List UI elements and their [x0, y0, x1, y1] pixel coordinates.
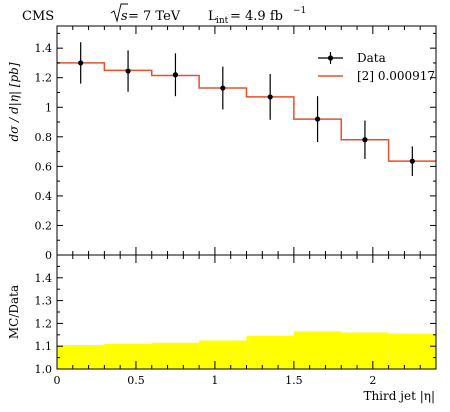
data-point: [172, 72, 179, 78]
main-y-tick-label: 1: [45, 101, 52, 114]
lumi-exponent: −1: [293, 6, 306, 16]
ratio-band-bin: [293, 331, 342, 369]
data-point: [409, 158, 415, 164]
ratio-band-bin: [246, 335, 294, 369]
energy-s: s: [121, 9, 128, 24]
x-tick-label: 0.5: [127, 374, 145, 387]
lumi-label: L int = 4.9 fb −1: [208, 6, 306, 26]
ratio-band-bin: [199, 340, 247, 369]
ratio-y-tick-label: 1.0: [35, 363, 53, 376]
data-point: [78, 60, 84, 66]
ratio-y-tick-label: 1.2: [35, 317, 53, 330]
main-y-tick-label: 0.8: [35, 131, 53, 144]
ratio-band-bin: [341, 332, 389, 369]
data-point: [220, 85, 226, 91]
lumi-symbol: L: [208, 9, 217, 24]
main-y-tick-label: 0.6: [35, 160, 53, 173]
legend: Data [2] 0.000917: [318, 51, 435, 83]
legend-data-label: Data: [357, 51, 386, 65]
lumi-subscript: int: [216, 16, 229, 26]
data-point: [267, 94, 273, 100]
x-tick-label: 1.5: [285, 374, 303, 387]
ratio-band-bin: [57, 345, 105, 369]
ratio-y-tick-label: 1.1: [35, 340, 53, 353]
legend-mc-label: [2] 0.000917: [357, 69, 435, 83]
lumi-value: = 4.9 fb: [230, 9, 283, 24]
main-panel: 0 0.2 0.4 0.6 0.8 1 1.2 1.4: [35, 25, 437, 262]
ratio-band-bin: [104, 343, 152, 369]
main-y-tick-label: 0: [45, 249, 52, 262]
x-tick-label: 0: [54, 374, 61, 387]
ratio-panel: 0 0.5 1 1.5 2 1.0 1.1 1.2 1.3 1.4: [35, 254, 437, 387]
experiment-label: CMS: [22, 9, 54, 24]
ratio-y-tick-label: 1.3: [35, 295, 53, 308]
ratio-y-tick-label: 1.4: [35, 272, 53, 285]
energy-value: = 7 TeV: [128, 9, 181, 24]
x-tick-label: 1: [211, 374, 218, 387]
data-point: [125, 68, 131, 74]
x-tick-label: 2: [369, 374, 376, 387]
data-point: [362, 137, 368, 143]
main-y-tick-label: 1.4: [35, 42, 53, 55]
energy-label: s = 7 TeV: [110, 3, 181, 24]
legend-data-marker: [327, 55, 334, 61]
sqrt-sign: [110, 3, 128, 23]
main-y-axis-title: dσ / d|η| [pb]: [7, 62, 21, 141]
main-y-tick-label: 0.2: [35, 219, 53, 232]
data-point: [314, 116, 321, 122]
main-y-tick-label: 1.2: [35, 72, 53, 85]
ratio-y-axis-title: MC/Data: [7, 285, 21, 339]
x-axis-title: Third jet |η|: [363, 389, 435, 403]
ratio-band-bin: [388, 333, 436, 369]
ratio-band-bin: [151, 342, 200, 369]
main-y-tick-label: 0.4: [35, 190, 53, 203]
